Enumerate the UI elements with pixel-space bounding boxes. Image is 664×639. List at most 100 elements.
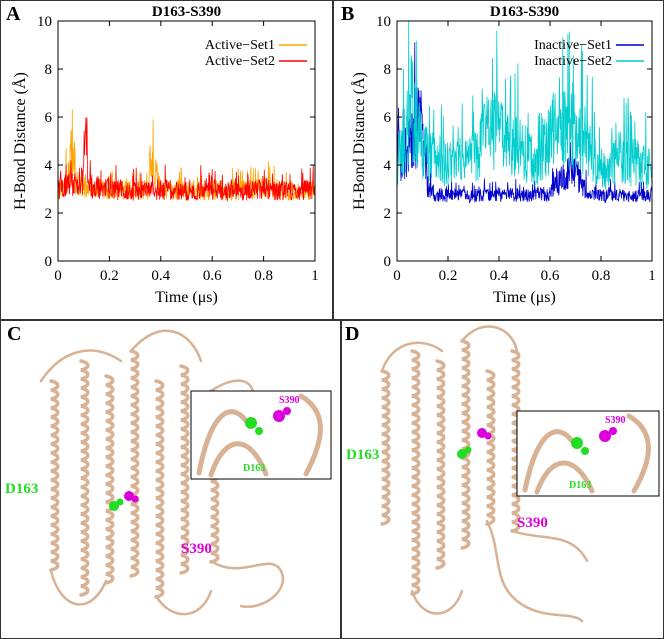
panel-b-letter: B	[341, 3, 355, 25]
loop	[129, 329, 203, 363]
helix	[410, 349, 421, 596]
loop	[154, 589, 213, 616]
inset-residue2	[273, 410, 285, 422]
x-tick-label: 0.8	[254, 268, 273, 284]
plot-frame	[57, 20, 316, 262]
panel-a: A 0 2 4 6 8 10 0 0.2 0.4 0.6 0.8 1 D163-S390 Time (μs…	[0, 0, 333, 320]
helix	[154, 379, 165, 599]
y-tick-label: 2	[384, 206, 392, 222]
residue1-marker-atom	[116, 498, 124, 506]
zoom-inset: D163 S390	[190, 390, 332, 480]
loop	[410, 589, 464, 615]
residue2-marker-atom	[484, 432, 492, 440]
legend-entry-label: Inactive−Set1	[534, 38, 612, 53]
inset-residue2	[599, 430, 611, 442]
y-tick-label: 0	[384, 254, 392, 270]
y-tick-label: 10	[376, 14, 391, 30]
x-tick-label: 0.6	[203, 268, 222, 284]
inset-residue2-label: S390	[605, 415, 626, 426]
loop	[460, 325, 519, 353]
helix	[460, 339, 471, 550]
inset-residue1	[571, 437, 583, 449]
residue1-label: D163	[346, 447, 379, 463]
structure-c: D163 S390 D163 S390	[5, 329, 332, 616]
y-tick-label: 6	[384, 110, 392, 126]
helix	[104, 374, 115, 585]
plot-frame	[396, 20, 653, 262]
y-tick-label: 8	[45, 62, 53, 78]
chart-title: D163-S390	[152, 4, 221, 20]
inset-residue1-label: D163	[569, 480, 591, 491]
plot-area	[397, 21, 652, 204]
x-tick-label: 0.2	[100, 268, 119, 284]
residue2-label: S390	[181, 541, 212, 557]
inset-helix	[626, 413, 651, 494]
inset-residue1-atom	[255, 427, 263, 435]
y-tick-label: 4	[45, 158, 53, 174]
chart-title: D163-S390	[490, 4, 559, 20]
panel-a-letter: A	[6, 3, 21, 25]
x-tick-label: 0.8	[592, 268, 611, 284]
inset-ribbon	[522, 413, 651, 495]
helix	[380, 369, 391, 526]
x-axis-label: Time (μs)	[155, 289, 218, 306]
loop	[49, 569, 108, 606]
y-axis-label: H-Bond Distance (Å)	[11, 72, 29, 210]
helix	[129, 349, 140, 578]
helix	[79, 359, 90, 597]
chart-a: 0 2 4 6 8 10 0 0.2 0.4 0.6 0.8 1 D163-S390 Time (μs) H…	[11, 4, 319, 306]
inset-ribbon	[196, 393, 323, 478]
x-tick-label: 0	[54, 268, 62, 284]
inset-residue2-atom	[609, 427, 617, 435]
residue1-marker	[109, 501, 119, 511]
series-line-2	[58, 117, 315, 202]
chart-b: 0 2 4 6 8 10 0 0.2 0.4 0.6 0.8 1 D163-S390 Time (μs) H…	[350, 4, 656, 306]
helix	[179, 364, 190, 575]
legend-entry-label: Inactive−Set2	[534, 54, 612, 69]
protein-ribbon	[39, 329, 285, 616]
panel-b: B 0 2 4 6 8 10 0 0.2 0.4 0.6 0.8 1 D163-S390 Time (μs…	[333, 0, 664, 320]
loop	[510, 529, 589, 563]
y-tick-label: 8	[384, 62, 392, 78]
inset-residue2-label: S390	[279, 395, 300, 406]
inset-residue1	[245, 417, 257, 429]
inset-helix	[208, 441, 269, 478]
protein-ribbon	[380, 325, 589, 623]
helix	[49, 379, 60, 572]
legend-entry-label: Active−Set2	[205, 54, 275, 69]
zoom-inset: D163 S390	[516, 410, 660, 497]
x-tick-label: 0.4	[151, 268, 170, 284]
inset-residue1-atom	[581, 447, 589, 455]
x-tick-label: 1	[648, 268, 656, 284]
y-tick-label: 0	[45, 254, 53, 270]
residue2-label: S390	[517, 515, 548, 531]
panel-c: C D163 S390 D163 S390	[0, 320, 341, 639]
y-axis-label: H-Bond Distance (Å)	[350, 72, 368, 210]
plot-area	[58, 109, 315, 202]
helix	[485, 369, 496, 526]
x-tick-label: 0.4	[490, 268, 509, 284]
y-tick-label: 10	[37, 14, 52, 30]
residue2-marker	[124, 491, 134, 501]
panel-d: D D163 S390 D163 S390	[341, 320, 664, 639]
y-tick-label: 6	[45, 110, 53, 126]
loop	[209, 559, 285, 609]
loop	[39, 349, 123, 383]
residue1-marker-atom	[464, 446, 472, 454]
y-tick-label: 4	[384, 158, 392, 174]
legend-entry-label: Active−Set1	[205, 38, 275, 53]
x-tick-label: 0.6	[541, 268, 560, 284]
loop	[485, 519, 584, 623]
residue1-marker	[457, 449, 467, 459]
panel-d-letter: D	[345, 323, 360, 345]
series-line-2	[397, 21, 652, 190]
helix	[510, 349, 521, 533]
inset-residue1-label: D163	[243, 463, 265, 474]
panel-c-letter: C	[7, 323, 22, 345]
x-tick-label: 0	[393, 268, 401, 284]
x-tick-label: 1	[311, 268, 319, 284]
inset-helix	[196, 409, 249, 476]
loop	[380, 341, 444, 373]
y-tick-label: 2	[45, 206, 53, 222]
